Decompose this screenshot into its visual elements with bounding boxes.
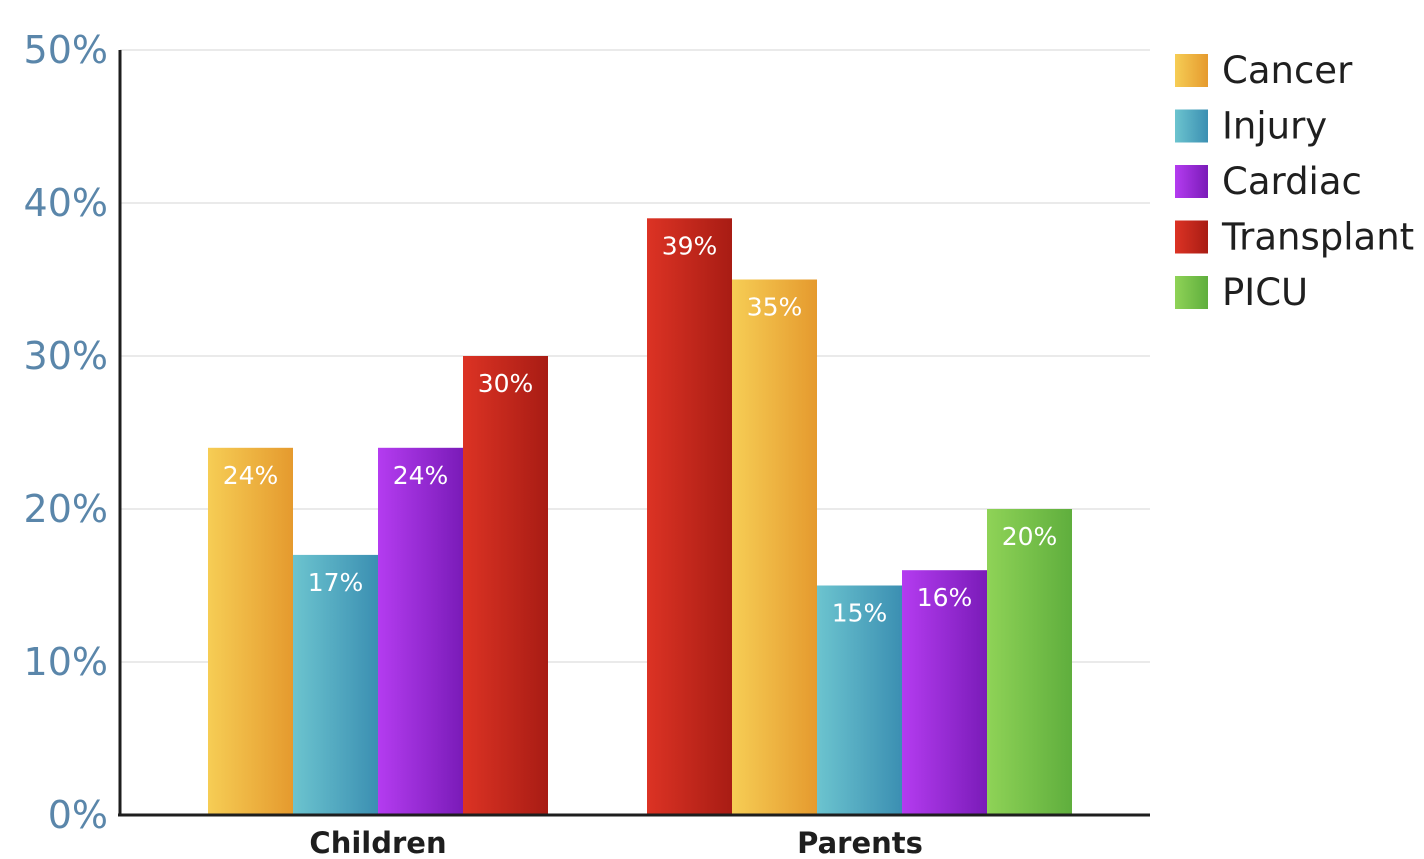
data-label: 35% — [747, 293, 803, 322]
bar-children-cancer — [208, 447, 293, 815]
y-tick-label: 20% — [24, 487, 108, 531]
y-tick-label: 0% — [48, 793, 108, 837]
y-axis-ticks: 0% 10% 20% 30% 40% 50% — [24, 28, 108, 837]
legend-label-cardiac: Cardiac — [1222, 160, 1362, 203]
bars: 24% 17% 24% 30% 39% 35% 15% 16% 20% — [208, 218, 1072, 816]
legend-swatch-picu — [1175, 276, 1208, 309]
data-label: 17% — [308, 568, 364, 597]
data-label: 20% — [1002, 522, 1058, 551]
bar-parents-transplant — [647, 218, 732, 816]
legend-label-picu: PICU — [1222, 271, 1308, 314]
bar-parents-cancer — [732, 279, 817, 815]
bar-parents-injury — [817, 585, 902, 815]
data-label: 16% — [917, 583, 973, 612]
legend-label-cancer: Cancer — [1222, 49, 1353, 92]
bar-parents-picu — [987, 509, 1072, 815]
y-tick-label: 30% — [24, 334, 108, 378]
data-label: 24% — [223, 461, 279, 490]
bar-children-cardiac — [378, 447, 463, 815]
x-tick-label: Children — [309, 826, 446, 859]
legend-label-transplant: Transplant — [1221, 216, 1414, 259]
legend: Cancer Injury Cardiac Transplant PICU — [1175, 49, 1414, 314]
y-tick-label: 40% — [24, 181, 108, 225]
axes — [118, 50, 1150, 817]
y-tick-label: 10% — [24, 640, 108, 684]
bar-parents-cardiac — [902, 570, 987, 815]
legend-swatch-transplant — [1175, 220, 1208, 254]
legend-swatch-cancer — [1175, 54, 1208, 87]
legend-label-injury: Injury — [1222, 105, 1327, 148]
data-label: 39% — [662, 231, 718, 260]
legend-swatch-cardiac — [1175, 165, 1208, 198]
x-axis-ticks: Children Parents — [309, 826, 922, 859]
bar-children-transplant — [463, 356, 548, 815]
y-tick-label: 50% — [24, 28, 108, 72]
bar-children-injury — [293, 554, 378, 815]
data-label: 24% — [393, 461, 449, 490]
data-label: 15% — [832, 599, 888, 628]
data-label: 30% — [478, 369, 534, 398]
legend-swatch-injury — [1175, 109, 1208, 143]
x-tick-label: Parents — [797, 826, 923, 859]
